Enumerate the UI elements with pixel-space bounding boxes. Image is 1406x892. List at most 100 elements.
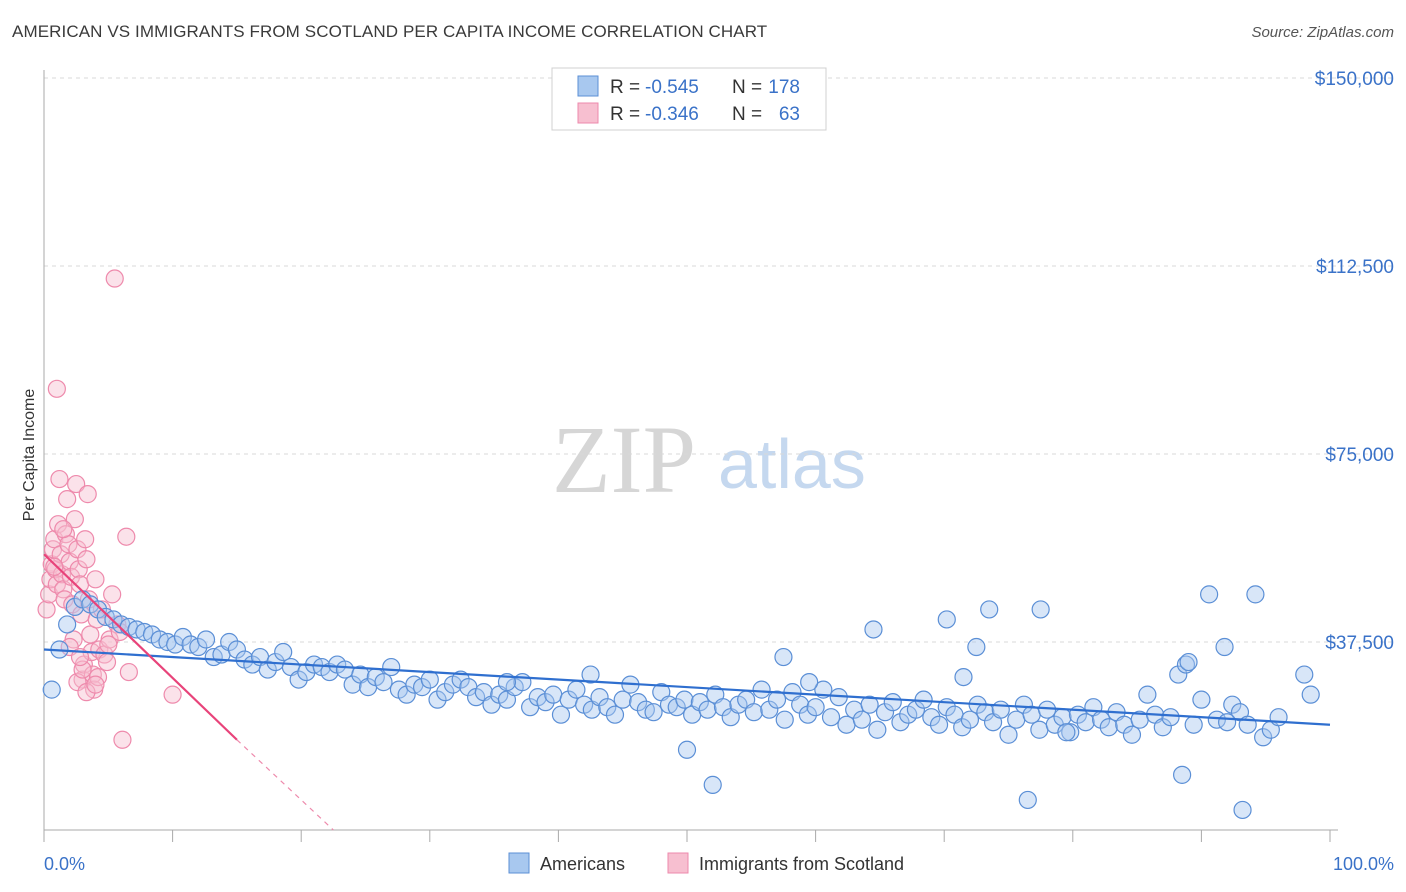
- x-tick-label-min: 0.0%: [44, 854, 85, 874]
- y-tick-label: $37,500: [1325, 633, 1394, 654]
- data-point: [320, 662, 339, 682]
- data-point: [58, 615, 77, 634]
- data-point: [567, 680, 586, 699]
- data-point: [590, 688, 609, 707]
- data-point: [374, 673, 393, 692]
- y-axis-label: Per Capita Income: [21, 389, 38, 522]
- data-point: [891, 713, 910, 732]
- data-point: [49, 515, 68, 534]
- data-point: [1037, 700, 1057, 719]
- data-point: [1018, 790, 1037, 810]
- data-point: [88, 600, 108, 619]
- data-point: [937, 610, 956, 629]
- data-point: [954, 667, 973, 687]
- data-point: [99, 635, 118, 654]
- data-point: [382, 657, 401, 677]
- data-point: [63, 595, 82, 614]
- data-point: [690, 693, 709, 712]
- data-point: [806, 698, 825, 717]
- data-point: [544, 685, 563, 704]
- data-point: [451, 670, 470, 689]
- data-point: [929, 715, 949, 734]
- data-point: [343, 675, 362, 694]
- data-point: [1014, 695, 1034, 714]
- data-point: [163, 685, 182, 704]
- data-point: [1007, 710, 1026, 729]
- data-point: [1179, 652, 1198, 672]
- watermark-atlas: atlas: [718, 425, 866, 503]
- bottom-legend-label-scotland: Immigrants from Scotland: [699, 854, 904, 874]
- data-point: [960, 710, 980, 729]
- data-point: [37, 600, 56, 619]
- data-point: [883, 693, 902, 712]
- data-point: [1138, 685, 1157, 704]
- data-point: [644, 703, 663, 722]
- data-point: [50, 469, 69, 489]
- data-point: [1099, 718, 1118, 737]
- data-point: [65, 510, 84, 529]
- x-ticks: [43, 830, 1331, 842]
- trend-lines: [43, 553, 1331, 831]
- data-point: [991, 700, 1010, 719]
- data-point: [760, 700, 779, 719]
- data-point: [428, 690, 447, 709]
- data-point: [1200, 585, 1219, 604]
- data-point: [1173, 765, 1192, 784]
- data-point: [69, 560, 88, 579]
- legend-swatch-scotland: [577, 102, 599, 124]
- data-point: [67, 474, 86, 494]
- data-point: [1218, 713, 1237, 732]
- data-point: [1223, 695, 1242, 714]
- data-point: [1076, 713, 1095, 732]
- legend-n-label-2: N =: [732, 104, 762, 125]
- y-tick-labels: $37,500 $75,000 $112,500 $150,000: [1315, 69, 1394, 654]
- data-point: [999, 725, 1018, 744]
- legend-n-value-1: 178: [768, 77, 800, 98]
- data-point: [864, 620, 883, 639]
- data-point: [791, 695, 810, 714]
- data-point: [1184, 715, 1203, 734]
- data-point: [613, 690, 632, 709]
- series-immigrants-from-scotland: [37, 269, 182, 749]
- data-point: [86, 675, 105, 694]
- bottom-legend-label-americans: Americans: [540, 854, 625, 874]
- data-point: [1030, 720, 1049, 739]
- data-point: [81, 625, 100, 644]
- data-point: [767, 690, 787, 709]
- data-point: [667, 698, 686, 717]
- data-point: [875, 703, 895, 722]
- data-point: [117, 527, 136, 546]
- data-point: [436, 683, 455, 702]
- data-point: [1176, 655, 1196, 674]
- data-point: [598, 698, 617, 717]
- data-point: [412, 678, 432, 697]
- data-point: [1057, 723, 1076, 742]
- data-point: [220, 632, 239, 652]
- data-point: [258, 660, 277, 679]
- data-point: [629, 693, 648, 712]
- data-point: [967, 637, 986, 657]
- data-point: [78, 485, 97, 504]
- data-point: [1233, 800, 1252, 820]
- data-point: [837, 715, 856, 734]
- data-point: [47, 379, 66, 398]
- data-point: [677, 740, 697, 759]
- data-point: [1215, 637, 1234, 657]
- data-point: [752, 680, 771, 699]
- data-point: [922, 708, 941, 727]
- legend-r-value-2: -0.346: [645, 104, 699, 125]
- data-point: [42, 680, 61, 699]
- data-point: [189, 637, 208, 657]
- data-point: [536, 693, 555, 712]
- x-tick-label-max: 100.0%: [1333, 854, 1394, 874]
- data-point: [1295, 665, 1314, 684]
- data-point: [713, 698, 733, 717]
- data-point: [1192, 690, 1211, 709]
- data-point: [1301, 685, 1320, 704]
- y-tick-label: $75,000: [1325, 445, 1394, 466]
- chart-title: AMERICAN VS IMMIGRANTS FROM SCOTLAND PER…: [12, 22, 768, 41]
- data-point: [105, 269, 124, 288]
- data-point: [173, 627, 192, 647]
- data-point: [1161, 708, 1180, 727]
- data-point: [103, 585, 122, 604]
